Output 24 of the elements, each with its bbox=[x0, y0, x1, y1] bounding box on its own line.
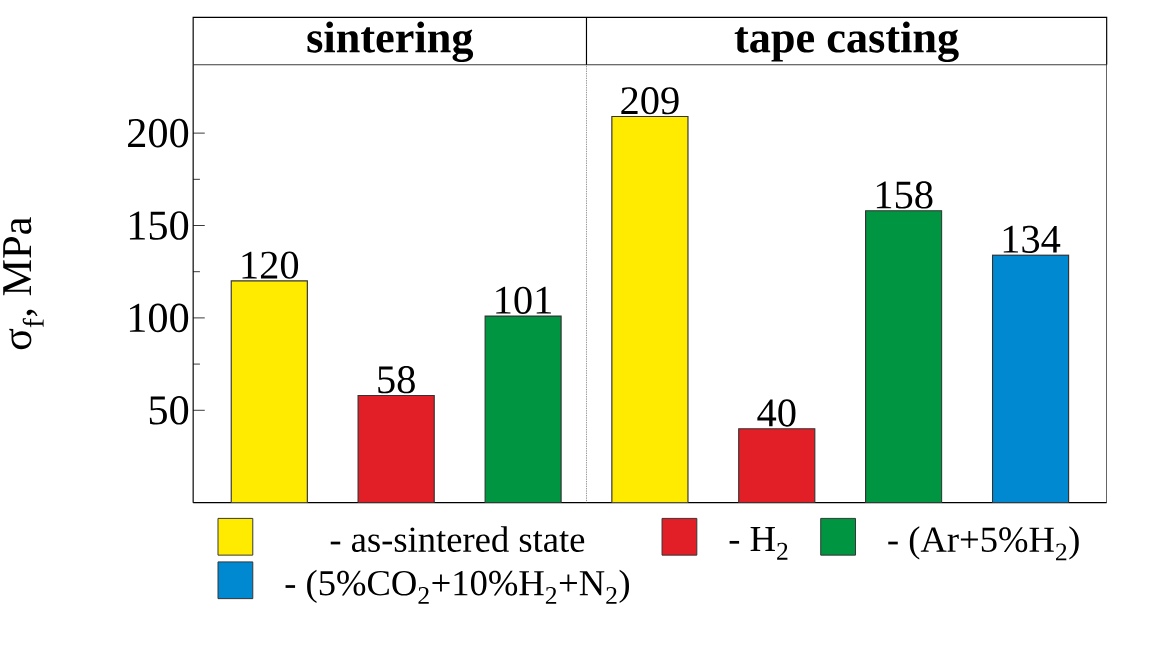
y-axis-title: σ$_{f}$, MPa bbox=[3, 217, 44, 350]
bar bbox=[865, 210, 943, 503]
bar bbox=[357, 394, 435, 503]
data-label: 101 bbox=[496, 286, 551, 314]
text: tape casting bbox=[734, 21, 959, 62]
data-label: 58 bbox=[378, 365, 415, 394]
legend-label: - H$_{2}$ bbox=[729, 526, 788, 560]
legend-label: - (5%CO$_{2}$+10%H$_{2}$+N$_{2}$) bbox=[285, 569, 629, 604]
y-tick-label: 50 bbox=[149, 395, 189, 425]
y-tick-label: 150 bbox=[129, 211, 189, 240]
text: sintering bbox=[307, 21, 474, 62]
y-tick-label: 100 bbox=[129, 303, 189, 333]
data-label: 120 bbox=[242, 251, 299, 279]
y-tick-label: 200 bbox=[128, 118, 189, 148]
legend-label: - as-sintered state bbox=[330, 526, 585, 552]
data-label: 209 bbox=[621, 86, 679, 115]
bar bbox=[611, 115, 689, 503]
data-label: 158 bbox=[876, 181, 933, 209]
data-label: 40 bbox=[757, 399, 796, 427]
bar bbox=[230, 280, 308, 503]
legend-label: - (Ar+5%H$_{2}$) bbox=[888, 526, 1079, 561]
bar bbox=[738, 428, 816, 503]
data-label: 134 bbox=[1003, 225, 1061, 253]
bar bbox=[484, 315, 562, 503]
